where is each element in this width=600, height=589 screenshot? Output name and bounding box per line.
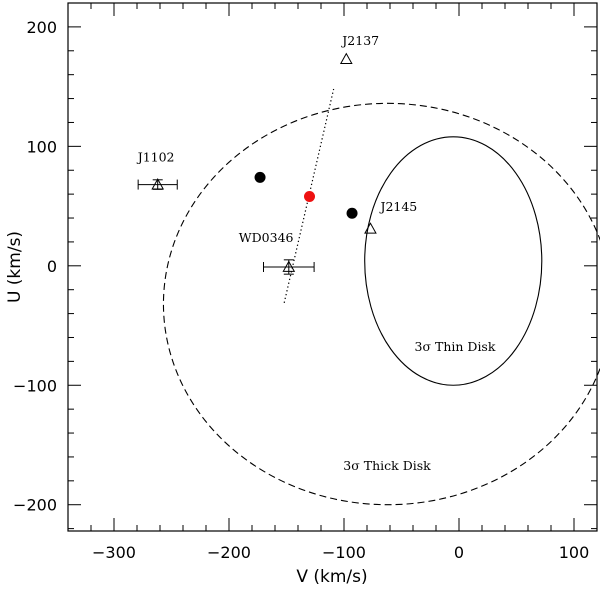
y-tick-label: 200 — [26, 18, 57, 37]
thick-disk-label: 3σ Thick Disk — [343, 458, 431, 473]
tick-labels: −300 −200 −100 0 100 −200 −100 0 100 200 — [13, 18, 589, 562]
x-tick-label: −100 — [322, 543, 366, 562]
x-tick-label: −200 — [207, 543, 251, 562]
black-point — [346, 207, 358, 219]
y-axis-title: U (km/s) — [5, 231, 25, 303]
point-label: J2145 — [378, 199, 417, 214]
thin-disk-ellipse — [364, 136, 543, 386]
point-labels: J2137 J1102 WD0346 J2145 — [136, 33, 418, 245]
red-point — [304, 191, 315, 203]
x-tick-label: −300 — [92, 543, 136, 562]
x-axis-title: V (km/s) — [296, 567, 367, 587]
point-label: J1102 — [136, 150, 175, 165]
point-label: WD0346 — [239, 230, 294, 245]
disk-regions: 3σ Thin Disk 3σ Thick Disk — [162, 102, 600, 506]
triangle-point — [339, 52, 353, 65]
y-tick-label: −200 — [13, 496, 57, 515]
y-tick-label: 0 — [47, 257, 57, 276]
thin-disk-label: 3σ Thin Disk — [415, 339, 496, 354]
y-tick-label: −100 — [13, 376, 57, 395]
triangle-point — [151, 178, 165, 190]
triangle-point — [364, 222, 377, 234]
x-tick-label: 0 — [454, 543, 464, 562]
thick-disk-ellipse — [162, 102, 600, 506]
data-marks — [137, 52, 377, 303]
triangle-point — [282, 260, 296, 272]
black-point — [254, 171, 266, 183]
point-label: J2137 — [340, 33, 379, 48]
y-tick-label: 100 — [26, 137, 57, 156]
x-tick-label: 100 — [559, 543, 590, 562]
axis-ticks — [67, 2, 598, 531]
plot-frame — [67, 2, 598, 532]
